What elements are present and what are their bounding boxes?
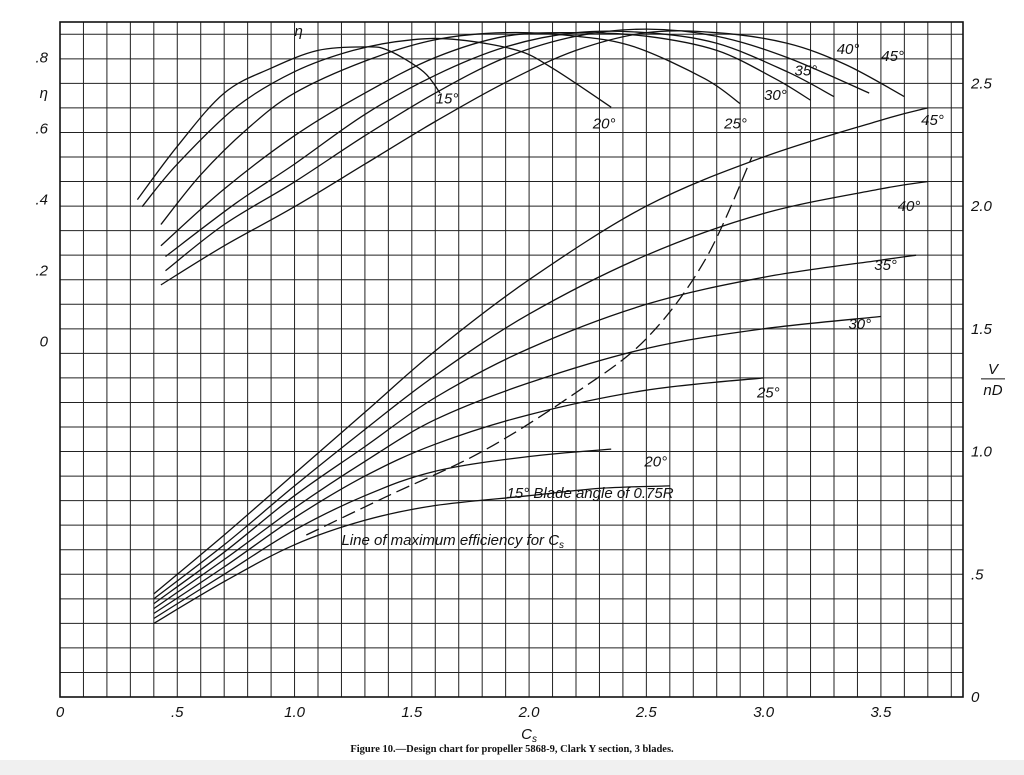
right-tick-label: 1.5 [971,321,993,338]
vnd-curve-label: 45° [921,112,944,129]
x-axis-label-subscript: s [532,734,537,745]
left-axis-label: η [40,85,48,102]
vnd-curve [153,107,928,595]
vnd-curve [153,315,881,610]
vnd-curve [153,180,928,600]
labels: η 15° 20° 25° 30° 35° 40° 45° 45° 40° 35° 30° 25° 20°… [295,23,944,551]
right-tick-label: 0 [971,689,980,706]
x-tick-label: 3.0 [753,704,775,721]
right-tick-label: 2.5 [970,75,993,92]
efficiency-curve [160,32,811,247]
left-tick-label: .8 [35,50,48,67]
x-tick-label: 0 [56,704,65,721]
vnd-curve [153,448,612,620]
efficiency-curve-label: 30° [764,87,787,104]
max-efficiency-label-subscript: s [559,540,564,551]
vnd-curve [153,485,670,624]
efficiency-curve-label: 40° [837,41,860,58]
efficiency-curve-label: 25° [723,116,747,133]
plot-frame [59,21,964,698]
vnd-curve-label: 25° [756,385,780,402]
max-efficiency-line [306,156,753,536]
left-tick-label: .2 [35,263,48,280]
x-tick-label: 3.5 [870,704,892,721]
right-tick-label: .5 [971,566,984,583]
figure-caption: Figure 10.—Design chart for propeller 58… [350,744,674,755]
right-axis-label-denominator: nD [983,382,1002,399]
efficiency-curve [136,46,441,200]
efficiency-curve-label: 45° [881,48,904,65]
efficiency-curve-label: 20° [592,116,616,133]
vnd-curve [153,254,917,605]
efficiency-curve-family-label: η [295,23,303,40]
right-axis-label-numerator: V [988,361,1000,378]
x-tick-label: 2.0 [518,704,541,721]
grid [59,22,963,698]
x-axis-label: Cs [521,726,537,745]
left-tick-label: 0 [40,334,49,351]
efficiency-curve [141,37,612,208]
bottom-bar [0,760,1024,775]
x-tick-label: 1.5 [401,704,423,721]
efficiency-curve [165,30,835,258]
efficiency-curve [160,30,905,286]
efficiency-curve [165,28,870,272]
curves [136,28,928,624]
right-tick-label: 1.0 [971,444,993,461]
x-tick-label: 2.5 [635,704,658,721]
left-tick-label: .4 [35,192,48,209]
max-efficiency-label: Line of maximum efficiency for Cs [341,532,564,551]
vnd-curve-label: 40° [898,198,921,215]
right-tick-label: 2.0 [970,198,993,215]
vnd-curve-label: 30° [848,316,871,333]
efficiency-curve [160,31,741,225]
vnd-curve-label: 20° [643,453,667,470]
efficiency-curve-label: 35° [795,62,818,79]
vnd-curve-label: 35° [874,257,897,274]
x-tick-label: .5 [171,704,184,721]
left-tick-label: .6 [35,121,48,138]
vnd-curve-label: 15° Blade angle of 0.75R [507,485,674,502]
efficiency-curve-label: 15° [436,91,459,108]
vnd-curve [153,377,764,615]
x-tick-label: 1.0 [284,704,306,721]
axes: 0 .5 1.0 1.5 2.0 2.5 3.0 3.5 Cs 0 .2 .4 .6 .8 η 0 .5 1.0 1… [35,21,1005,745]
